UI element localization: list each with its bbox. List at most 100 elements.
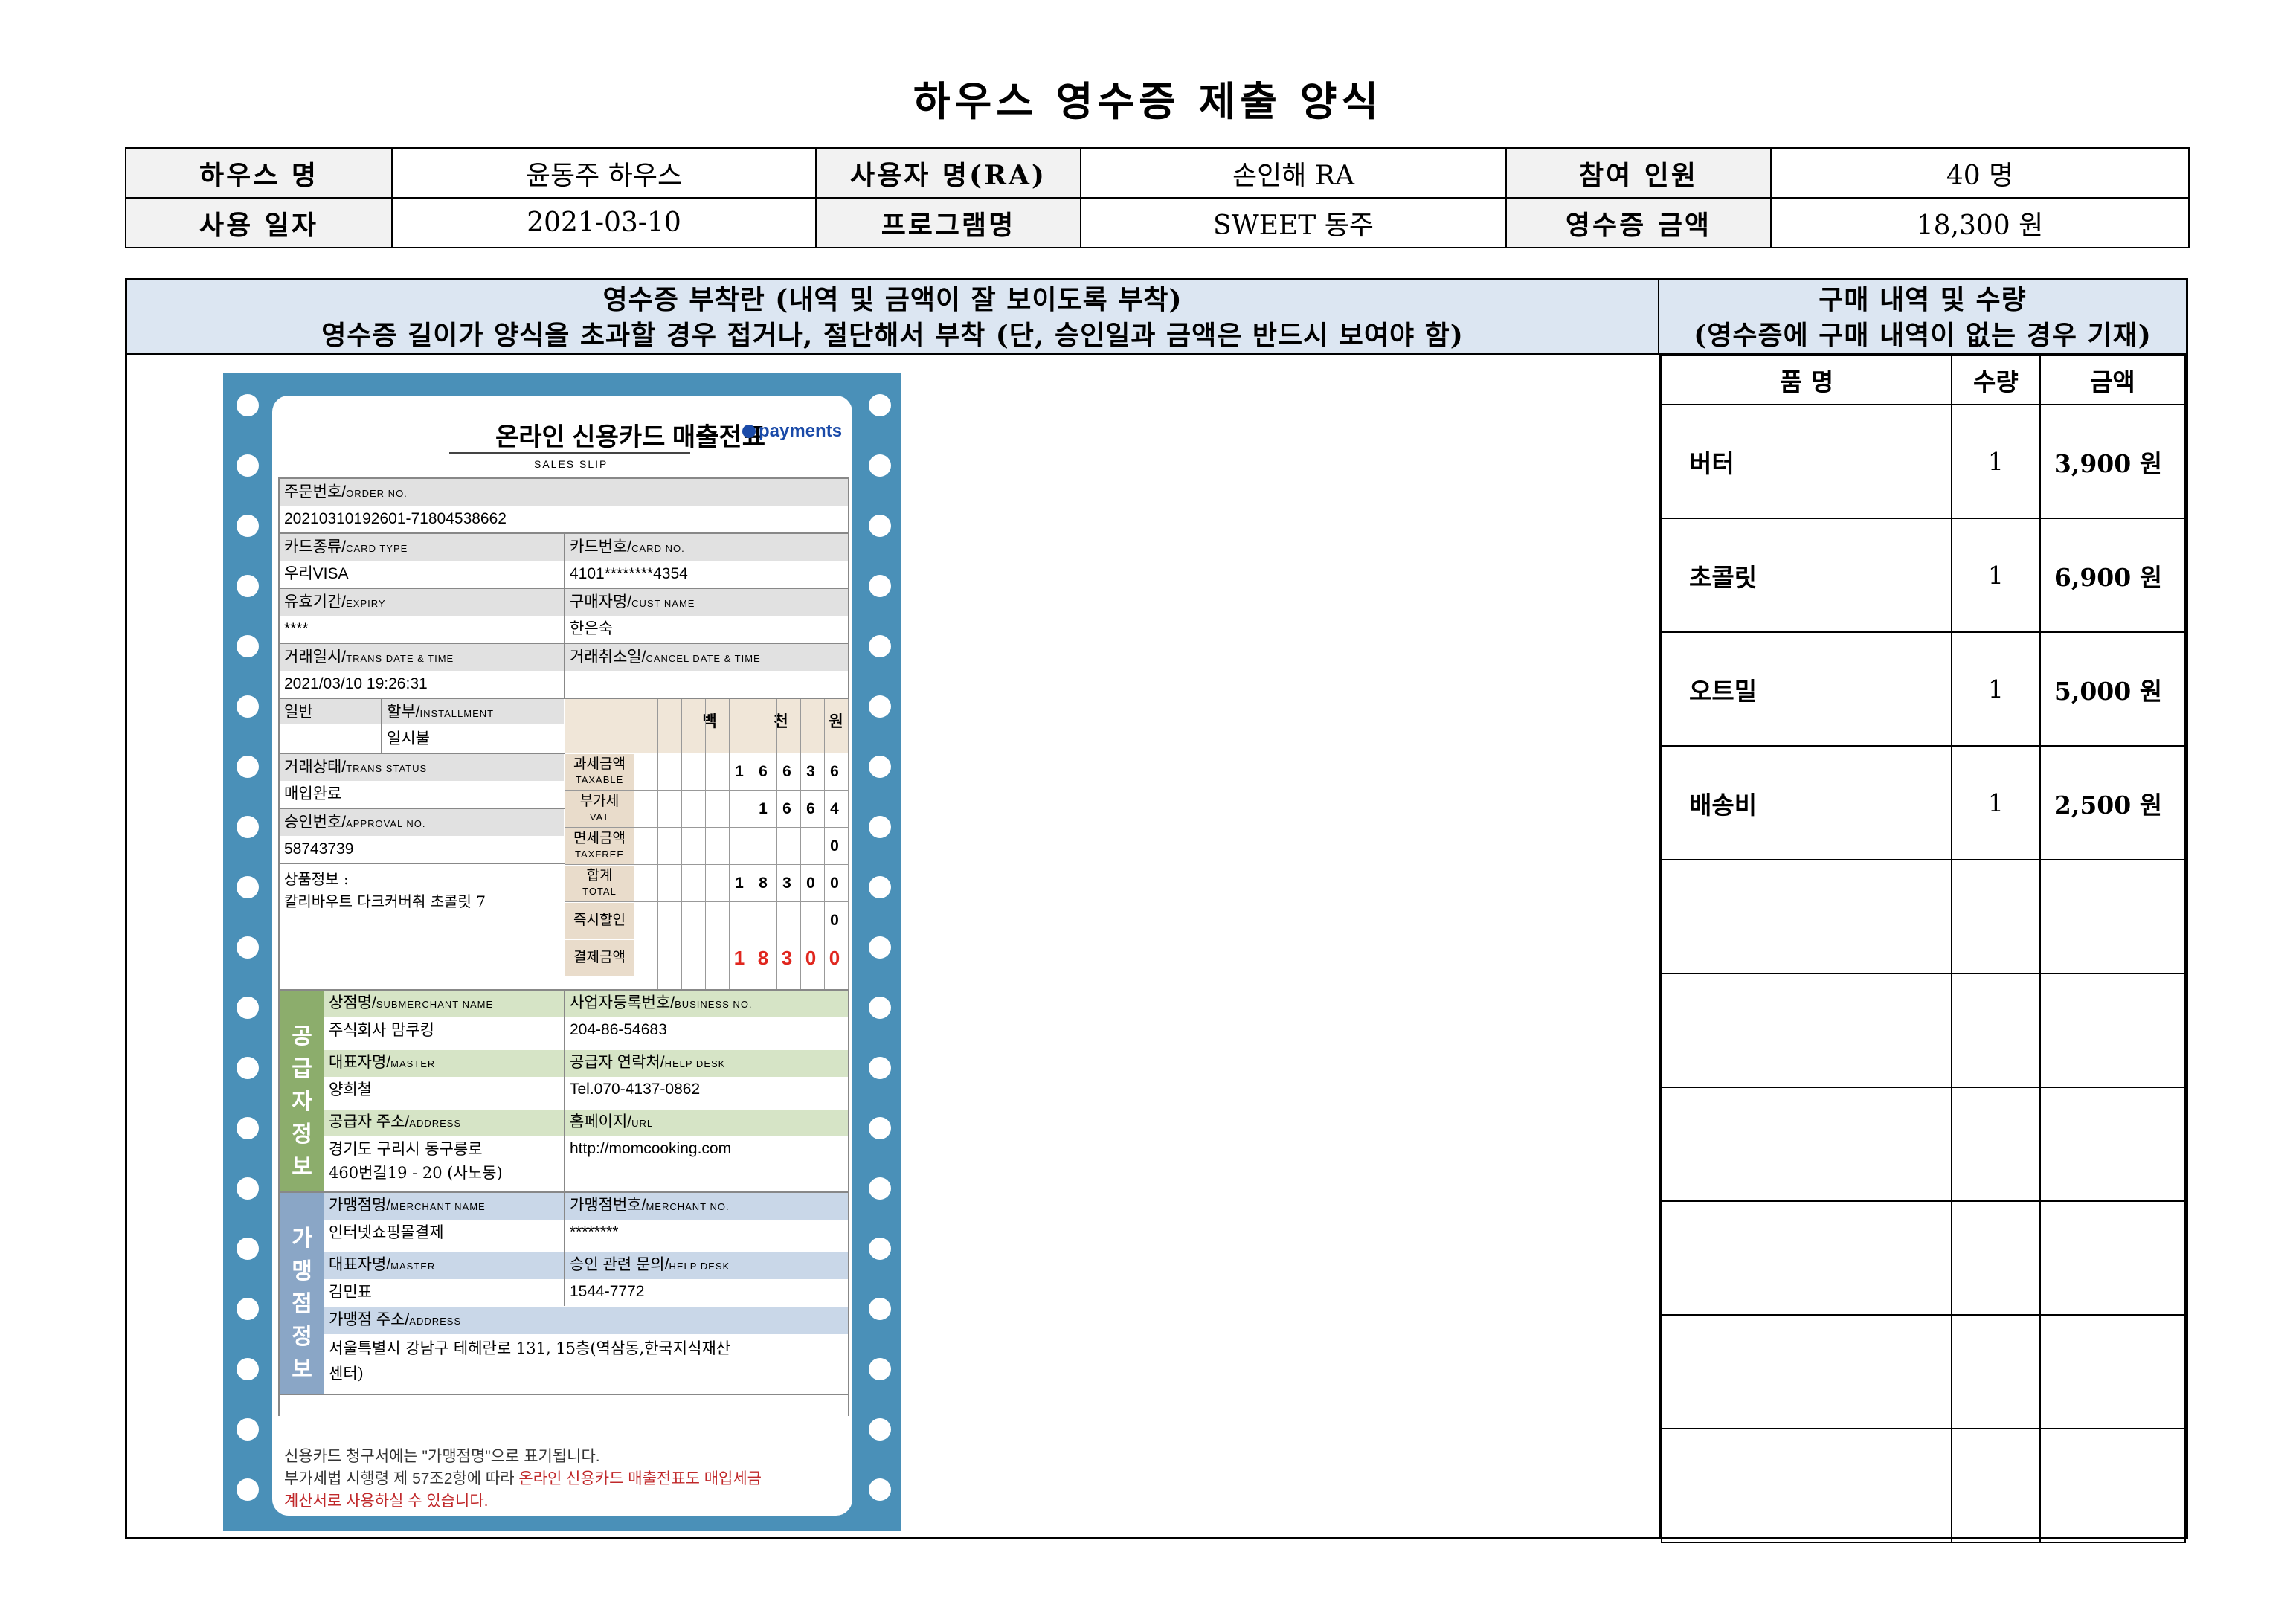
merchant-address-label: 가맹점 주소/ADDRESS [324,1307,848,1334]
attach-header-line2: 영수증 길이가 양식을 초과할 경우 접거나, 절단해서 부착 (단, 승인일과… [321,320,1464,351]
amount-digit: 0 [806,875,815,892]
item-qty [1950,1087,2041,1202]
date-value: 2021-03-10 [391,197,817,248]
perforation-hole [237,1418,259,1441]
amount-digit: 0 [829,947,840,969]
column-divider [1659,355,1661,1537]
item-name [1661,1428,1952,1543]
card-no-label: 카드번호/CARD NO. [565,534,848,561]
perforation-hole [237,454,259,477]
item-qty [1950,1428,2041,1543]
perforation-hole [237,756,259,778]
slip-grid: 주문번호/ORDER NO. 20210310192601-7180453866… [278,477,849,1429]
submerchant-label: 상점명/SUBMERCHANT NAME [324,991,564,1017]
item-amount [2039,1428,2187,1543]
user-label: 사용자 명(RA) [815,147,1081,199]
note-line1: 신용카드 청구서에는 "가맹점명"으로 표기됩니다. [284,1448,600,1465]
perforation-hole [869,876,891,898]
col-name: 품 명 [1661,355,1952,405]
merchant-name-value: 인터넷쇼핑몰결제 [329,1223,444,1241]
perforation-hole [237,1117,259,1139]
amount-digit: 0 [830,875,839,892]
approval-label: 승인번호/APPROVAL NO. [280,809,564,836]
item-amount [2039,859,2187,974]
item-name: 버터 [1661,404,1952,519]
perforation-hole [869,515,891,537]
item-qty: 1 [1950,404,2041,519]
col-amount: 금액 [2039,355,2187,405]
master-label: 대표자명/MASTER [324,1050,564,1077]
item-name: 초콜릿 [1661,518,1952,633]
table-row: 배송비 1 2,500 원 [1661,745,2187,860]
item-amount [2039,1200,2187,1316]
perforation-hole [869,1478,891,1501]
amount-digit: 0 [805,947,817,969]
amount-digit: 6 [830,763,839,780]
slip-title-underline [449,452,690,454]
card-no-value: 4101********4354 [570,565,688,582]
business-no-value: 204-86-54683 [570,1021,667,1038]
perforation-hole [237,575,259,597]
perforation-hole [237,1057,259,1079]
logo-dot-icon [742,425,756,438]
perforation-hole [869,1418,891,1441]
note-line3: 계산서로 사용하실 수 있습니다. [284,1493,489,1510]
purchase-table: 품 명 수량 금액 버터 1 3,900 원 초콜릿 1 6,900 원 오트밀 1 5,0… [1661,355,2187,1543]
expiry-label: 유효기간/EXPIRY [280,589,564,616]
perforation-hole [869,394,891,416]
buyer-value: 한은숙 [570,620,613,637]
item-amount: 6,900 원 [2039,518,2187,633]
merchant-no-label: 가맹점번호/MERCHANT NO. [565,1193,848,1220]
merchant-master-value: 김민표 [329,1283,372,1301]
item-name [1661,859,1952,974]
table-row [1661,1428,2187,1543]
perforation-hole [869,575,891,597]
perforation-hole [869,1298,891,1320]
perforation-hole [869,816,891,838]
trans-label: 거래일시/TRANS DATE & TIME [280,644,564,671]
taxfree-label: 면세금액 TAXFREE [565,828,634,864]
merchant-help-value: 1544-7772 [570,1283,645,1300]
amount-digit: 1 [733,947,745,969]
item-name [1661,1087,1952,1202]
perforation-hole [237,1358,259,1380]
program-label: 프로그램명 [815,197,1081,248]
amount-digit: 4 [830,800,839,817]
perforation-hole [869,1238,891,1260]
program-value: SWEET 동주 [1080,197,1507,248]
discount-label: 즉시할인 [565,903,634,939]
amount-digit: 6 [759,763,768,780]
perforation-hole [237,876,259,898]
perforation-hole [237,997,259,1019]
slip-subtitle: SALES SLIP [534,458,608,470]
product-value: 칼리바우트 다크커버춰 초콜릿 7 [284,892,486,910]
item-amount [2039,1314,2187,1429]
url-label: 홈페이지/URL [565,1110,848,1136]
perforation-hole [237,394,259,416]
submerchant-value: 주식회사 맘쿠킹 [329,1021,434,1039]
table-row [1661,973,2187,1088]
amount-digit: 1 [735,763,744,780]
table-row: 초콜릿 1 6,900 원 [1661,518,2187,633]
table-row [1661,859,2187,974]
status-label: 거래상태/TRANS STATUS [280,754,564,781]
merchant-master-label: 대표자명/MASTER [324,1252,564,1279]
trans-value: 2021/03/10 19:26:31 [284,675,428,692]
card-type-label: 카드종류/CARD TYPE [280,534,564,561]
perforation-hole [869,997,891,1019]
amount-digit: 3 [806,763,815,780]
merchant-name-label: 가맹점명/MERCHANT NAME [324,1193,564,1220]
merchant-help-label: 승인 관련 문의/HELP DESK [565,1252,848,1279]
item-qty: 1 [1950,518,2041,633]
amount-digit: 3 [782,875,791,892]
total-label: 합계 TOTAL [565,866,634,901]
address-value-line2: 460번길19 - 20 (사노동) [329,1164,503,1182]
address-value-line1: 경기도 구리시 동구릉로 [329,1140,483,1158]
item-name [1661,1314,1952,1429]
user-value: 손인해 RA [1080,147,1507,199]
unit-thousand: 천 [774,713,788,730]
item-name [1661,973,1952,1088]
perforation-hole [869,756,891,778]
perforation-hole [237,1177,259,1200]
amount-digit: 0 [830,837,839,855]
